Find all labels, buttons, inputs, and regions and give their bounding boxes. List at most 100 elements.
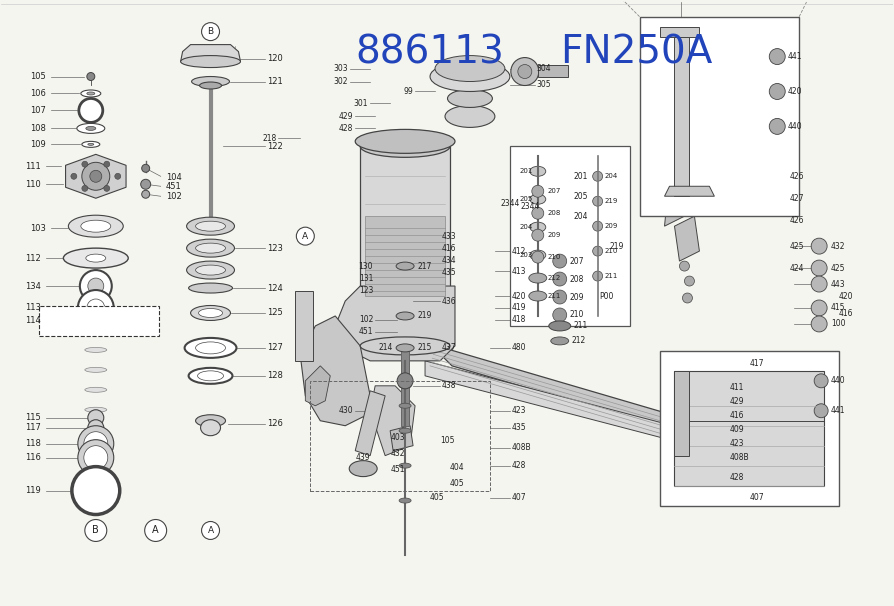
Polygon shape [181,45,240,62]
Text: 108: 108 [30,124,46,133]
Circle shape [769,84,785,99]
Ellipse shape [68,215,123,237]
Text: 409: 409 [730,425,744,435]
Text: 420: 420 [788,87,802,96]
Ellipse shape [530,222,545,232]
Text: B: B [92,525,99,536]
Text: 120: 120 [267,54,283,63]
Text: 211: 211 [548,293,561,299]
Text: 116: 116 [25,453,41,462]
Ellipse shape [85,387,106,392]
Text: 407: 407 [749,493,764,502]
Ellipse shape [355,130,455,153]
Ellipse shape [80,220,111,232]
Text: 2344: 2344 [501,199,519,208]
Text: 425: 425 [789,242,804,251]
Bar [295,291,313,361]
Text: 110: 110 [25,180,41,189]
Text: 440: 440 [831,376,846,385]
Text: 119: 119 [25,486,41,495]
Text: 122: 122 [267,142,283,151]
Text: 428: 428 [512,461,527,470]
Ellipse shape [181,56,240,67]
Text: 126: 126 [267,419,283,428]
Text: 102: 102 [358,316,373,324]
Text: 423: 423 [730,439,744,448]
Ellipse shape [549,321,570,331]
Text: 451: 451 [358,327,373,336]
Circle shape [78,440,114,476]
Text: 105: 105 [440,436,454,445]
Text: 417: 417 [749,359,763,368]
Ellipse shape [530,250,545,260]
Text: 204: 204 [604,173,618,179]
Text: 209: 209 [548,232,561,238]
Ellipse shape [63,248,128,268]
Bar [674,371,824,485]
Ellipse shape [196,243,225,253]
Bar [39,306,158,336]
Circle shape [201,522,220,539]
Bar [538,65,568,76]
Text: 440: 440 [788,122,802,131]
Text: 127: 127 [267,344,283,353]
Text: 303: 303 [333,64,349,73]
Text: 212: 212 [572,336,586,345]
Ellipse shape [399,384,411,388]
Text: 111: 111 [25,162,41,171]
Text: 408B: 408B [730,453,749,462]
Text: 114: 114 [25,316,41,325]
Polygon shape [306,366,330,406]
Ellipse shape [530,195,545,204]
Circle shape [532,229,544,241]
Polygon shape [390,426,413,451]
Text: 423: 423 [512,406,527,415]
Circle shape [85,519,106,541]
Text: 205: 205 [519,196,533,202]
Text: A: A [207,526,214,535]
Text: 441: 441 [831,406,846,415]
Ellipse shape [86,254,105,262]
Circle shape [82,162,110,190]
Ellipse shape [396,262,414,270]
Text: 123: 123 [267,244,283,253]
Circle shape [552,272,567,286]
Ellipse shape [445,105,495,127]
Circle shape [811,238,827,254]
Text: 302: 302 [333,77,349,86]
Text: 214: 214 [379,344,393,353]
Ellipse shape [199,82,222,89]
Text: 420: 420 [839,291,854,301]
Text: 416: 416 [442,244,457,253]
Circle shape [104,161,110,167]
Ellipse shape [198,308,223,318]
Ellipse shape [187,261,234,279]
Text: 201: 201 [519,168,533,175]
Text: B: B [207,27,214,36]
Text: 420: 420 [512,291,527,301]
Text: 128: 128 [267,371,283,381]
Circle shape [89,314,103,328]
Circle shape [87,73,95,81]
Circle shape [769,118,785,135]
Text: 207: 207 [548,188,561,195]
Text: 211: 211 [574,321,588,330]
Text: 201: 201 [574,171,588,181]
Text: 443: 443 [831,279,846,288]
Circle shape [104,185,110,191]
Circle shape [142,164,149,172]
Text: 886113: 886113 [355,33,504,72]
Text: 204: 204 [519,224,533,230]
Ellipse shape [87,92,95,95]
Text: 438: 438 [442,381,457,390]
Polygon shape [664,166,689,226]
Text: 107: 107 [30,106,46,115]
Text: 203: 203 [519,252,533,258]
Text: A: A [152,525,159,536]
Ellipse shape [551,337,569,345]
Text: 211: 211 [604,273,618,279]
Text: 218: 218 [262,134,276,143]
Ellipse shape [85,407,106,412]
Text: 428: 428 [730,473,744,482]
Text: 205: 205 [574,191,588,201]
